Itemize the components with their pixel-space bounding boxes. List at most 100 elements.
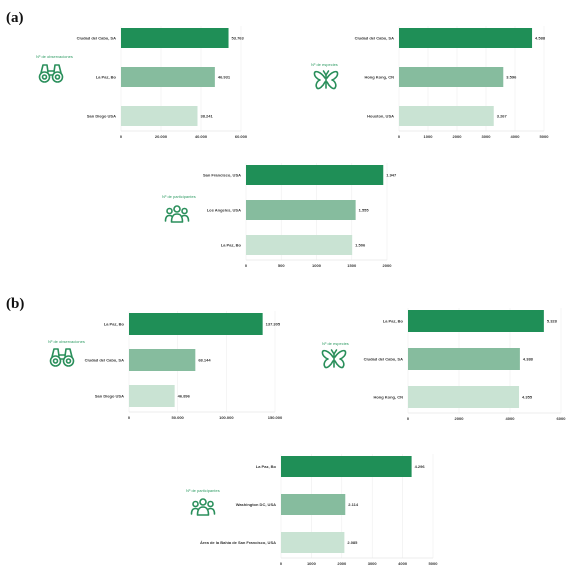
- data-label: 1.506: [355, 243, 366, 248]
- chart-title: Nº de participantes: [186, 488, 220, 493]
- tick-label: 1000: [307, 561, 317, 566]
- category-label: Ciudad del Cabo, SA: [85, 358, 124, 363]
- people-icon: [164, 205, 190, 223]
- tick-label: 2000: [455, 416, 465, 421]
- bar: [246, 200, 356, 220]
- binoculars-icon: [38, 62, 64, 84]
- butterfly-icon: [321, 349, 347, 369]
- category-label: La Paz, Bo: [256, 464, 277, 469]
- people-icon: [190, 496, 216, 518]
- category-label: Los Angeles, USA: [207, 208, 241, 213]
- bar: [121, 67, 215, 87]
- chart-participants-b: La Paz, Bo 4.296 Washington DC, USA 2.114 Ár…: [186, 454, 438, 568]
- tick-label: 40.000: [195, 134, 208, 139]
- chart-observations-b: La Paz, Bo 137.305 Ciudad del Cabo, SA 68.1…: [48, 311, 283, 422]
- chart-title: Nº de participantes: [162, 194, 196, 199]
- bar: [408, 386, 520, 408]
- bar: [129, 385, 175, 407]
- data-label: 2.114: [348, 502, 359, 507]
- tick-label: 1000: [424, 134, 434, 139]
- butterfly-icon: [321, 348, 347, 370]
- people-icon: [164, 203, 190, 225]
- binoculars-icon: [49, 346, 75, 368]
- tick-label: 2000: [337, 561, 347, 566]
- category-label: La Paz, Bo: [104, 322, 125, 327]
- bar: [408, 348, 520, 370]
- data-label: 1.947: [386, 173, 397, 178]
- category-label: San Francisco, USA: [203, 173, 241, 178]
- chart-species-a: Ciudad del Cabo, SA 4.588 Hong Kong, CN 3.5…: [311, 26, 549, 141]
- tick-label: 1000: [312, 263, 322, 268]
- binoculars-icon: [38, 64, 64, 83]
- bar: [246, 165, 384, 185]
- tick-label: 5000: [540, 134, 550, 139]
- tick-label: 0: [280, 561, 283, 566]
- tick-label: 60.000: [235, 134, 248, 139]
- tick-label: 0: [407, 416, 410, 421]
- data-label: 53.763: [232, 36, 245, 41]
- data-label: 137.305: [266, 322, 281, 327]
- data-label: 46.896: [178, 394, 191, 399]
- category-label: La Paz, Bo: [96, 75, 117, 80]
- tick-label: 3000: [482, 134, 492, 139]
- tick-label: 2000: [383, 263, 393, 268]
- bar: [399, 67, 504, 87]
- tick-label: 4000: [506, 416, 516, 421]
- tick-label: 1500: [347, 263, 357, 268]
- tick-label: 6000: [557, 416, 567, 421]
- data-label: 2.085: [347, 540, 358, 545]
- chart-participants-a: San Francisco, USA 1.947 Los Angeles, USA 1…: [162, 163, 397, 270]
- tick-label: 0: [128, 415, 131, 420]
- bar: [129, 349, 196, 371]
- tick-label: 0: [120, 134, 123, 139]
- category-label: Ciudad del Cabo, SA: [364, 357, 403, 362]
- data-label: 3.596: [506, 75, 517, 80]
- tick-label: 20.000: [155, 134, 168, 139]
- category-label: Hong Kong, CN: [364, 75, 394, 80]
- chart-species-b: La Paz, Bo 5.328 Ciudad del Cabo, SA 4.388 H…: [321, 308, 566, 423]
- category-label: Ciudad del Cabo, SA: [77, 36, 116, 41]
- tick-label: 500: [278, 263, 285, 268]
- data-label: 5.328: [547, 319, 558, 324]
- tick-label: 0: [398, 134, 401, 139]
- data-label: 1.555: [359, 208, 370, 213]
- category-label: San Diego USA: [95, 394, 124, 399]
- data-label: 3.267: [497, 114, 508, 119]
- data-label: 4.588: [535, 36, 546, 41]
- data-label: 4.296: [415, 464, 426, 469]
- tick-label: 100.000: [219, 415, 234, 420]
- category-label: Washington DC, USA: [236, 502, 276, 507]
- tick-label: 3000: [368, 561, 378, 566]
- binoculars-icon: [49, 348, 75, 367]
- chart-title: Nº de especies: [311, 62, 338, 67]
- tick-label: 2000: [453, 134, 463, 139]
- bar: [121, 28, 229, 48]
- bar: [408, 310, 544, 332]
- category-label: Área de la Bahía de San Francisco, USA: [200, 540, 276, 545]
- butterfly-icon: [313, 69, 339, 91]
- panel-label-b: (b): [6, 296, 25, 312]
- bar: [281, 456, 412, 477]
- data-label: 46.931: [218, 75, 231, 80]
- data-label: 68.144: [198, 358, 211, 363]
- bar: [121, 106, 198, 126]
- chart-title: Nº de especies: [322, 341, 349, 346]
- tick-label: 50.000: [172, 415, 185, 420]
- category-label: La Paz, Bo: [221, 243, 242, 248]
- category-label: Hong Kong, CN: [373, 395, 403, 400]
- bar: [129, 313, 263, 335]
- category-label: Ciudad del Cabo, SA: [355, 36, 394, 41]
- panel-label-a: (a): [6, 10, 24, 26]
- data-label: 4.388: [523, 357, 534, 362]
- data-label: 4.355: [522, 395, 533, 400]
- tick-label: 4000: [511, 134, 521, 139]
- bar: [246, 235, 353, 255]
- bar: [281, 532, 345, 553]
- tick-label: 4000: [398, 561, 408, 566]
- category-label: San Diego USA: [87, 114, 116, 119]
- bar: [399, 106, 494, 126]
- category-label: Houston, USA: [367, 114, 394, 119]
- butterfly-icon: [313, 70, 339, 90]
- tick-label: 0: [245, 263, 248, 268]
- bar: [399, 28, 533, 48]
